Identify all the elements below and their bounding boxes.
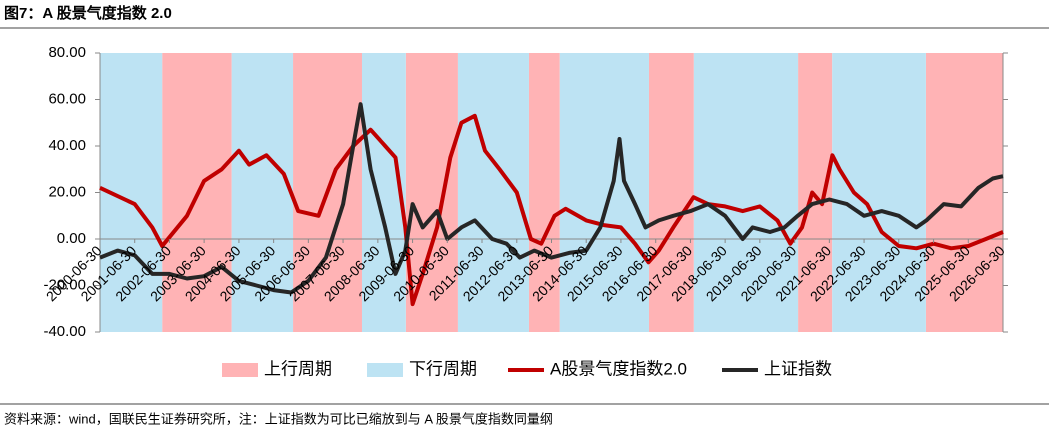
cycle-band	[832, 53, 926, 332]
series-line	[99, 102, 1004, 295]
cycle-band	[925, 53, 1003, 332]
y-tick-label: 0.00	[57, 230, 86, 247]
plot: -40.00-20.000.0020.0040.0060.0080.002000…	[43, 44, 1008, 378]
cycle-band	[693, 53, 799, 332]
cycle-band	[559, 53, 649, 332]
title: 图7：A 股景气度指数 2.0	[4, 4, 172, 22]
legend-swatch	[367, 363, 403, 377]
cycle-band	[405, 53, 458, 332]
legend-label: A股景气度指数2.0	[550, 359, 687, 378]
legend-label: 下行周期	[409, 359, 477, 378]
y-tick-label: 80.00	[48, 44, 86, 61]
y-tick-label: -20.00	[43, 276, 86, 293]
y-tick-label: 40.00	[48, 137, 86, 154]
legend-label: 上行周期	[264, 359, 332, 378]
source: 资料来源：wind，国联民生证券研究所，注：上证指数为可比已缩放到与 A 股景气…	[4, 411, 553, 426]
y-tick-label: -40.00	[43, 323, 86, 340]
y-tick-label: 20.00	[48, 183, 86, 200]
y-tick-label: 60.00	[48, 90, 86, 107]
series-line	[99, 113, 1004, 307]
cycle-band	[648, 53, 694, 332]
legend-label: 上证指数	[764, 359, 832, 378]
legend-swatch	[222, 363, 258, 377]
cycle-band	[528, 53, 560, 332]
